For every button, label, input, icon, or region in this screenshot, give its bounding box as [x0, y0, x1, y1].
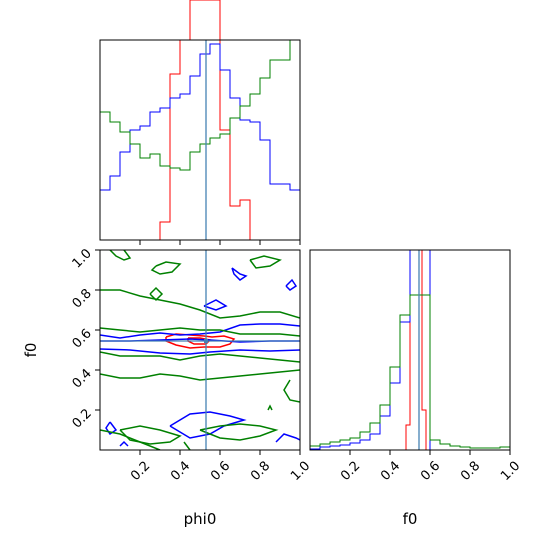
joint-contour-line	[203, 299, 228, 311]
y-tick-label: 0.4	[70, 366, 95, 391]
joint-contour-line	[109, 250, 132, 261]
joint-contour-line	[100, 429, 161, 450]
x-tick-label: 0.4	[378, 459, 403, 484]
y-tick-label: 0.8	[70, 286, 95, 311]
phi0-histogram-series-step	[100, 0, 300, 241]
phi0-histogram-steps	[100, 0, 300, 241]
joint-contour-line	[119, 440, 129, 447]
x-tick-label: 0.8	[458, 459, 483, 484]
f0-histogram-series-step	[402, 250, 434, 450]
x-tick-label: 0.2	[128, 459, 153, 484]
joint-x-ticks: 0.2 0.4 0.6 0.8 1.0	[128, 450, 313, 484]
joint-contour-line	[285, 278, 298, 291]
joint-contour-line	[100, 351, 300, 363]
joint-contour-line	[267, 404, 273, 411]
x-tick-label: 0.6	[208, 459, 233, 484]
joint-truth-lines	[100, 250, 300, 450]
joint-contour-line	[150, 261, 182, 275]
joint-contour-panel: 0.2 0.4 0.6 0.8 1.0 0.2 0.4 0.6 0.8 1.0	[70, 246, 314, 484]
joint-panel-frame	[99, 249, 301, 451]
x-tick-label: 0.6	[418, 459, 443, 484]
joint-contour-line	[183, 441, 191, 450]
y-tick-label: 0.2	[70, 406, 95, 431]
phi0-histogram-ticks	[139, 240, 301, 245]
joint-contour-line	[100, 348, 300, 355]
phi0-histogram-frame	[99, 39, 301, 241]
y-tick-label: 1.0	[70, 246, 95, 271]
joint-contour-line	[100, 369, 300, 381]
joint-contour-line	[119, 425, 182, 445]
joint-contour-line	[231, 267, 248, 281]
x-tick-label: 0.4	[168, 459, 193, 484]
joint-contour-line	[100, 289, 300, 319]
x-tick-label: 1.0	[498, 459, 523, 484]
phi0-histogram-series-step	[100, 39, 300, 171]
phi0-histogram-panel	[99, 0, 301, 245]
truth-marker	[204, 339, 208, 343]
joint-contour-line	[283, 379, 300, 403]
x-axis-label-phi0: phi0	[184, 510, 217, 528]
joint-contour-line	[249, 255, 282, 269]
joint-contour-line	[275, 433, 300, 443]
joint-contour-line	[199, 423, 279, 441]
joint-contour-line	[149, 286, 164, 302]
y-axis-label-f0: f0	[22, 343, 40, 358]
y-tick-label: 0.6	[70, 326, 95, 351]
f0-histogram-frame	[309, 249, 511, 451]
f0-histogram-series-step	[310, 294, 510, 449]
joint-contours	[100, 250, 300, 450]
f0-histogram-x-ticks: 0.2 0.4 0.6 0.8 1.0	[338, 450, 523, 484]
x-tick-label: 0.8	[248, 459, 273, 484]
x-tick-label: 0.2	[338, 459, 363, 484]
joint-contour-line	[100, 327, 300, 337]
f0-histogram-steps	[310, 250, 510, 450]
joint-contour-line	[169, 411, 247, 439]
x-axis-label-f0: f0	[403, 510, 418, 528]
x-tick-label: 1.0	[288, 459, 313, 484]
phi0-histogram-series-step	[100, 43, 300, 191]
joint-contour-line	[105, 421, 118, 436]
joint-y-ticks: 0.2 0.4 0.6 0.8 1.0	[70, 246, 100, 431]
f0-histogram-panel: 0.2 0.4 0.6 0.8 1.0	[309, 249, 523, 484]
joint-contour-line	[100, 323, 300, 339]
